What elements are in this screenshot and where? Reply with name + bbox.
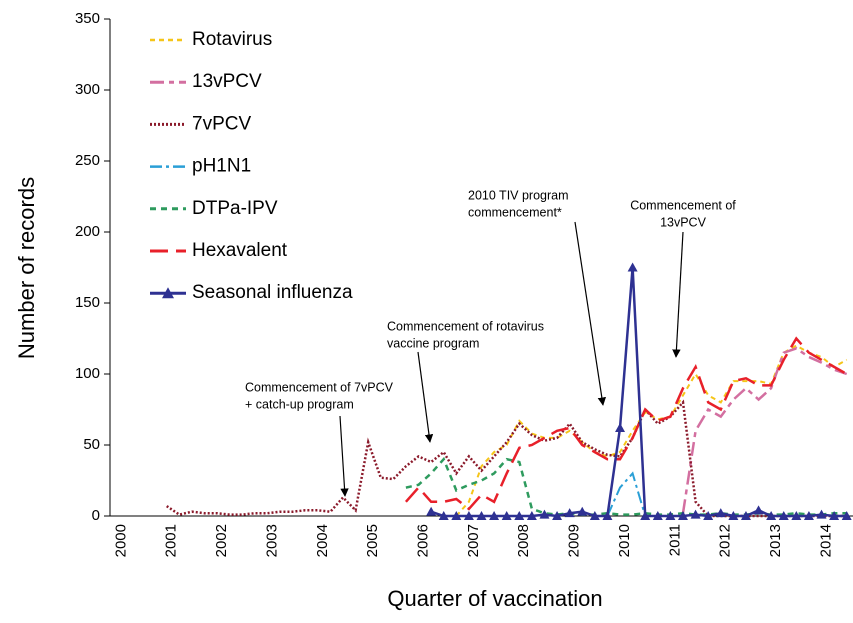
legend-label: pH1N1 — [192, 156, 251, 177]
series-marker — [539, 509, 550, 519]
x-tick-label: 2002 — [213, 524, 230, 557]
x-tick-label: 2011 — [666, 524, 683, 556]
y-tick-label: 150 — [75, 294, 100, 311]
legend-label: 7vPCV — [192, 113, 251, 134]
annotation: Commencement of 7vPCV — [245, 380, 394, 394]
series-marker — [791, 511, 802, 520]
series-marker — [602, 511, 613, 520]
legend-label: DTPa-IPV — [192, 198, 278, 219]
legend-label: 13vPCV — [192, 71, 262, 92]
annotation-arrows — [339, 221, 684, 497]
annotation: Commencement of rotavirus — [387, 319, 544, 333]
series-marker — [426, 506, 437, 516]
x-tick-label: 2007 — [465, 524, 482, 557]
series-marker — [476, 511, 487, 520]
series-marker — [740, 511, 751, 520]
x-tick-label: 2013 — [767, 524, 784, 557]
series-marker — [803, 511, 814, 520]
series-marker — [665, 511, 676, 520]
series-marker — [564, 508, 575, 518]
series-marker — [816, 509, 827, 519]
x-tick-label: 2009 — [566, 524, 583, 557]
legend-label: Rotavirus — [192, 29, 272, 50]
x-tick-label: 2000 — [112, 524, 129, 557]
y-tick-label: 50 — [83, 436, 100, 453]
series-marker — [766, 511, 777, 520]
y-tick-label: 100 — [75, 365, 100, 382]
y-tick-label: 250 — [75, 152, 100, 169]
series-marker — [778, 511, 789, 520]
series-marker — [753, 505, 764, 515]
series-marker — [514, 511, 525, 520]
series-marker — [703, 511, 714, 520]
series-marker — [552, 511, 563, 520]
series-line — [681, 347, 848, 514]
y-tick-label: 350 — [75, 10, 100, 27]
y-axis-title: Number of records — [14, 177, 39, 359]
y-tick-label: 0 — [92, 507, 100, 524]
x-tick-label: 2014 — [817, 524, 834, 557]
series-marker — [690, 509, 701, 519]
series-marker — [501, 511, 512, 520]
x-tick-label: 2003 — [263, 524, 280, 557]
series-marker — [577, 506, 588, 516]
series-marker — [728, 511, 739, 520]
series-marker — [841, 511, 852, 520]
x-axis-title: Quarter of vaccination — [387, 586, 602, 611]
annotation: Commencement of — [630, 198, 736, 212]
series-marker — [589, 511, 600, 520]
x-tick-label: 2012 — [717, 524, 734, 557]
x-tick-label: 2010 — [616, 524, 633, 557]
y-tick-label: 200 — [75, 223, 100, 240]
series-marker — [451, 511, 462, 520]
x-tick-label: 2008 — [515, 524, 532, 557]
legend-label: Seasonal influenza — [192, 282, 353, 303]
series-line — [606, 471, 647, 517]
series-marker — [627, 262, 638, 272]
annotation: 2010 TIV program — [468, 188, 569, 202]
x-tick-label: 2006 — [415, 524, 432, 557]
series-marker — [438, 511, 449, 520]
annotation: + catch-up program — [245, 397, 354, 411]
annotation: vaccine program — [387, 336, 479, 350]
series-marker — [615, 422, 626, 432]
annotation: commencement* — [468, 205, 562, 219]
y-tick-label: 300 — [75, 81, 100, 98]
annotation: 13vPCV — [660, 215, 707, 229]
series-line — [404, 336, 848, 511]
series-marker — [489, 511, 500, 520]
series-marker — [677, 511, 688, 520]
series-marker — [640, 511, 651, 520]
x-tick-label: 2005 — [364, 524, 381, 557]
series-line — [405, 456, 847, 516]
x-tick-label: 2001 — [163, 524, 180, 557]
series-marker — [526, 511, 537, 520]
legend-label: Hexavalent — [192, 240, 288, 261]
series-marker — [463, 511, 474, 520]
x-tick-label: 2004 — [314, 524, 331, 557]
legend-marker — [162, 287, 174, 299]
series-marker — [829, 511, 840, 520]
series-marker — [652, 511, 663, 520]
series-marker — [715, 508, 726, 518]
series-line — [430, 267, 847, 518]
